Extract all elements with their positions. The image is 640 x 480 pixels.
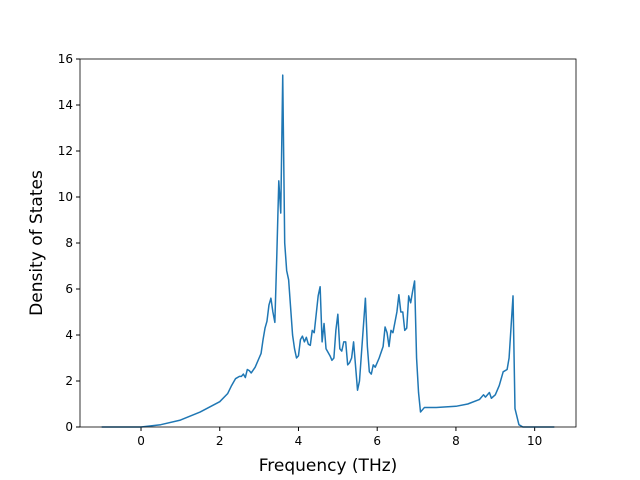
line (101, 74, 555, 428)
x-tick-label: 4 (295, 434, 303, 448)
x-axis-label: Frequency (THz) (259, 456, 398, 476)
y-axis-label: Density of States (27, 170, 47, 316)
plot-frame (79, 58, 577, 428)
x-tick-label: 6 (373, 434, 381, 448)
y-tick-label: 6 (65, 282, 73, 296)
y-tick-label: 12 (58, 144, 73, 158)
y-tick-label: 10 (58, 190, 73, 204)
x-tick-label: 0 (137, 434, 145, 448)
x-tick-label: 10 (527, 434, 542, 448)
y-tick-label: 4 (65, 328, 73, 342)
y-tick-label: 16 (58, 52, 73, 66)
y-tick-label: 0 (65, 420, 73, 434)
y-tick-label: 2 (65, 374, 73, 388)
y-tick-label: 14 (58, 98, 73, 112)
y-tick-label: 8 (65, 236, 73, 250)
x-tick-label: 2 (216, 434, 224, 448)
x-tick-label: 8 (452, 434, 460, 448)
